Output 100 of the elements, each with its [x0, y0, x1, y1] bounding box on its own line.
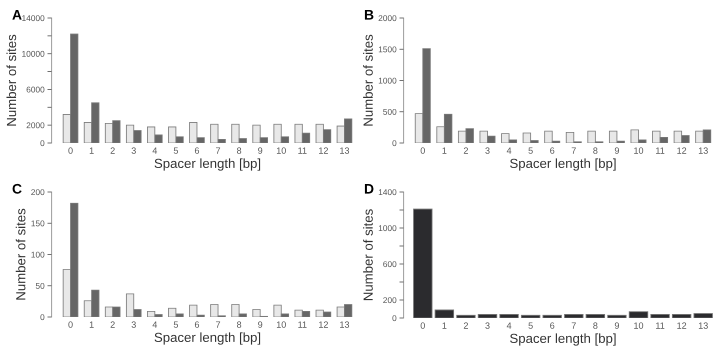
- x-tick-label: 13: [698, 147, 708, 154]
- y-tick-label: 1500: [378, 46, 396, 52]
- x-tick-label: 7: [572, 322, 576, 329]
- x-tick-label: 10: [276, 321, 286, 328]
- y-tick-label: 50: [36, 282, 44, 289]
- x-tick-label: 10: [634, 322, 644, 329]
- y-tick-label: 200: [383, 297, 396, 304]
- x-tick-label: 4: [152, 322, 158, 328]
- bar: [413, 208, 432, 318]
- bar: [434, 309, 454, 318]
- x-tick-label: 7: [572, 148, 576, 154]
- y-tick-label: 0: [392, 140, 396, 146]
- x-tick-label: 9: [614, 322, 620, 329]
- y-tick-label: 14000: [22, 15, 44, 22]
- x-tick-label: 6: [194, 321, 200, 328]
- bar: [478, 314, 498, 318]
- y-tick-label: 2000: [26, 122, 44, 128]
- x-tick-label: 7: [216, 148, 220, 154]
- x-tick-label: 12: [677, 147, 686, 154]
- y-axis-title: Number of sites: [16, 208, 26, 300]
- x-tick-label: 2: [110, 321, 115, 328]
- x-tick-label: 0: [420, 322, 425, 329]
- bar: [456, 314, 476, 318]
- y-axis-title: Number of sites: [363, 209, 373, 300]
- y-tick-label: 150: [31, 220, 44, 226]
- x-tick-label: 4: [506, 148, 512, 154]
- x-tick-label: 8: [236, 321, 242, 328]
- x-tick-label: 8: [593, 322, 598, 329]
- chart-title: C: [12, 184, 22, 194]
- x-tick-label: 5: [174, 322, 178, 328]
- x-tick-label: 2: [464, 147, 468, 154]
- y-axis-title: Number of sites: [6, 34, 16, 126]
- x-tick-label: 4: [152, 148, 158, 154]
- x-axis-title: Spacer length [bp]: [154, 332, 260, 345]
- bar: [542, 314, 562, 318]
- y-tick-label: 100: [31, 252, 44, 258]
- x-tick-label: 8: [593, 147, 598, 154]
- x-tick-label: 13: [698, 322, 708, 329]
- x-tick-label: 5: [174, 148, 178, 154]
- x-tick-label: 6: [550, 147, 554, 154]
- bar: [586, 314, 606, 318]
- x-tick-label: 8: [236, 147, 242, 154]
- y-tick-label: 0: [40, 140, 44, 146]
- x-axis-title: Spacer length [bp]: [510, 333, 616, 346]
- y-tick-label: 6000: [26, 86, 44, 93]
- x-tick-label: 10: [634, 147, 644, 154]
- x-tick-label: 7: [216, 322, 220, 328]
- y-tick-label: 10000: [22, 50, 44, 57]
- x-tick-label: 13: [340, 147, 350, 154]
- x-tick-label: 6: [194, 147, 200, 154]
- x-tick-label: 2: [110, 147, 115, 154]
- y-tick-label: 0: [40, 314, 44, 320]
- chart-title: D: [364, 184, 374, 194]
- bar: [694, 313, 713, 318]
- x-tick-label: 10: [276, 147, 286, 154]
- chart-title: A: [12, 10, 22, 20]
- x-tick-label: 12: [319, 321, 328, 328]
- x-tick-label: 1: [90, 322, 94, 328]
- x-tick-label: 12: [677, 322, 686, 329]
- x-tick-label: 3: [132, 321, 136, 328]
- x-tick-label: 11: [656, 322, 664, 329]
- x-tick-label: 5: [528, 148, 533, 154]
- x-tick-label: 0: [420, 147, 425, 154]
- y-tick-label: 500: [383, 108, 396, 115]
- y-tick-label: 1400: [378, 189, 396, 196]
- x-tick-label: 9: [258, 147, 262, 154]
- x-tick-label: 3: [485, 322, 490, 329]
- chart-title: B: [364, 10, 374, 20]
- x-tick-label: 1: [442, 148, 446, 154]
- x-axis-title: Spacer length [bp]: [510, 158, 616, 171]
- x-tick-label: 11: [656, 148, 664, 154]
- y-tick-label: 1000: [378, 78, 396, 84]
- x-tick-label: 0: [68, 147, 73, 154]
- x-tick-label: 9: [614, 147, 620, 154]
- bar: [564, 314, 584, 318]
- y-tick-label: 200: [31, 189, 44, 196]
- x-tick-label: 3: [485, 147, 490, 154]
- bar: [650, 314, 670, 318]
- y-tick-label: 1000: [378, 225, 396, 232]
- bar: [499, 314, 519, 318]
- x-tick-label: 0: [68, 321, 73, 328]
- x-tick-label: 6: [550, 322, 554, 329]
- x-tick-label: 4: [506, 322, 512, 329]
- x-tick-label: 13: [340, 321, 350, 328]
- y-axis-title: Number of sites: [363, 34, 373, 126]
- x-tick-label: 9: [258, 321, 262, 328]
- x-tick-label: 3: [132, 147, 136, 154]
- x-tick-label: 11: [298, 148, 307, 154]
- x-tick-label: 5: [528, 322, 533, 329]
- x-axis-title: Spacer length [bp]: [154, 158, 260, 171]
- x-tick-label: 1: [442, 322, 446, 329]
- bar: [628, 311, 648, 318]
- y-tick-label: 600: [383, 261, 396, 268]
- bar: [672, 314, 692, 318]
- x-tick-label: 12: [319, 147, 328, 154]
- x-tick-label: 2: [464, 322, 468, 329]
- bar: [520, 314, 540, 318]
- x-tick-label: 1: [90, 148, 94, 154]
- bar: [607, 314, 627, 318]
- y-tick-label: 0: [392, 315, 396, 322]
